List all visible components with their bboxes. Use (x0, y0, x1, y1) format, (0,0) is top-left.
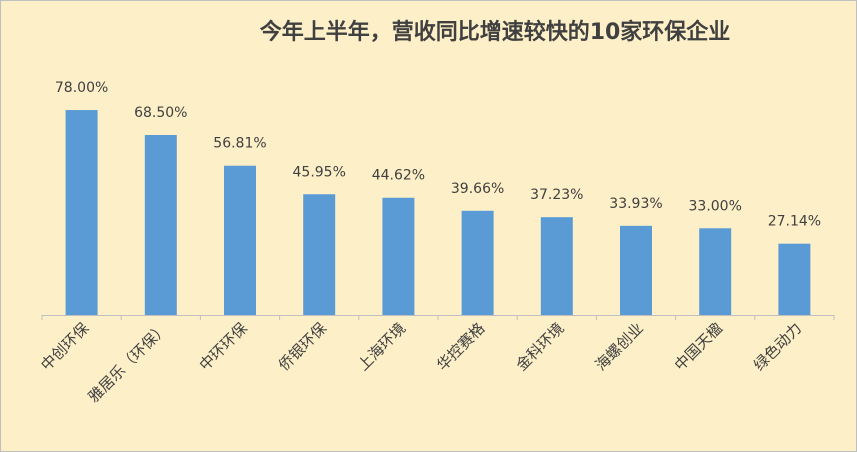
data-label: 78.00% (55, 80, 108, 96)
data-label: 27.14% (768, 214, 821, 230)
bar (461, 210, 494, 315)
bar (778, 243, 811, 315)
bar (540, 217, 573, 315)
data-label: 56.81% (213, 136, 266, 152)
bar (224, 165, 256, 315)
data-label: 33.00% (689, 198, 742, 214)
bar (382, 197, 415, 315)
bar (620, 225, 652, 315)
bar (699, 228, 732, 315)
data-label: 68.50% (134, 105, 187, 121)
chart-title: 今年上半年，营收同比增速较快的10家环保企业 (260, 19, 731, 45)
data-label: 45.95% (293, 164, 346, 180)
bar (65, 110, 98, 316)
data-label: 33.93% (609, 196, 662, 212)
data-label: 39.66% (451, 181, 504, 197)
bar (144, 134, 177, 315)
bar (303, 194, 336, 315)
data-label: 37.23% (530, 187, 583, 203)
data-label: 44.62% (372, 168, 425, 184)
